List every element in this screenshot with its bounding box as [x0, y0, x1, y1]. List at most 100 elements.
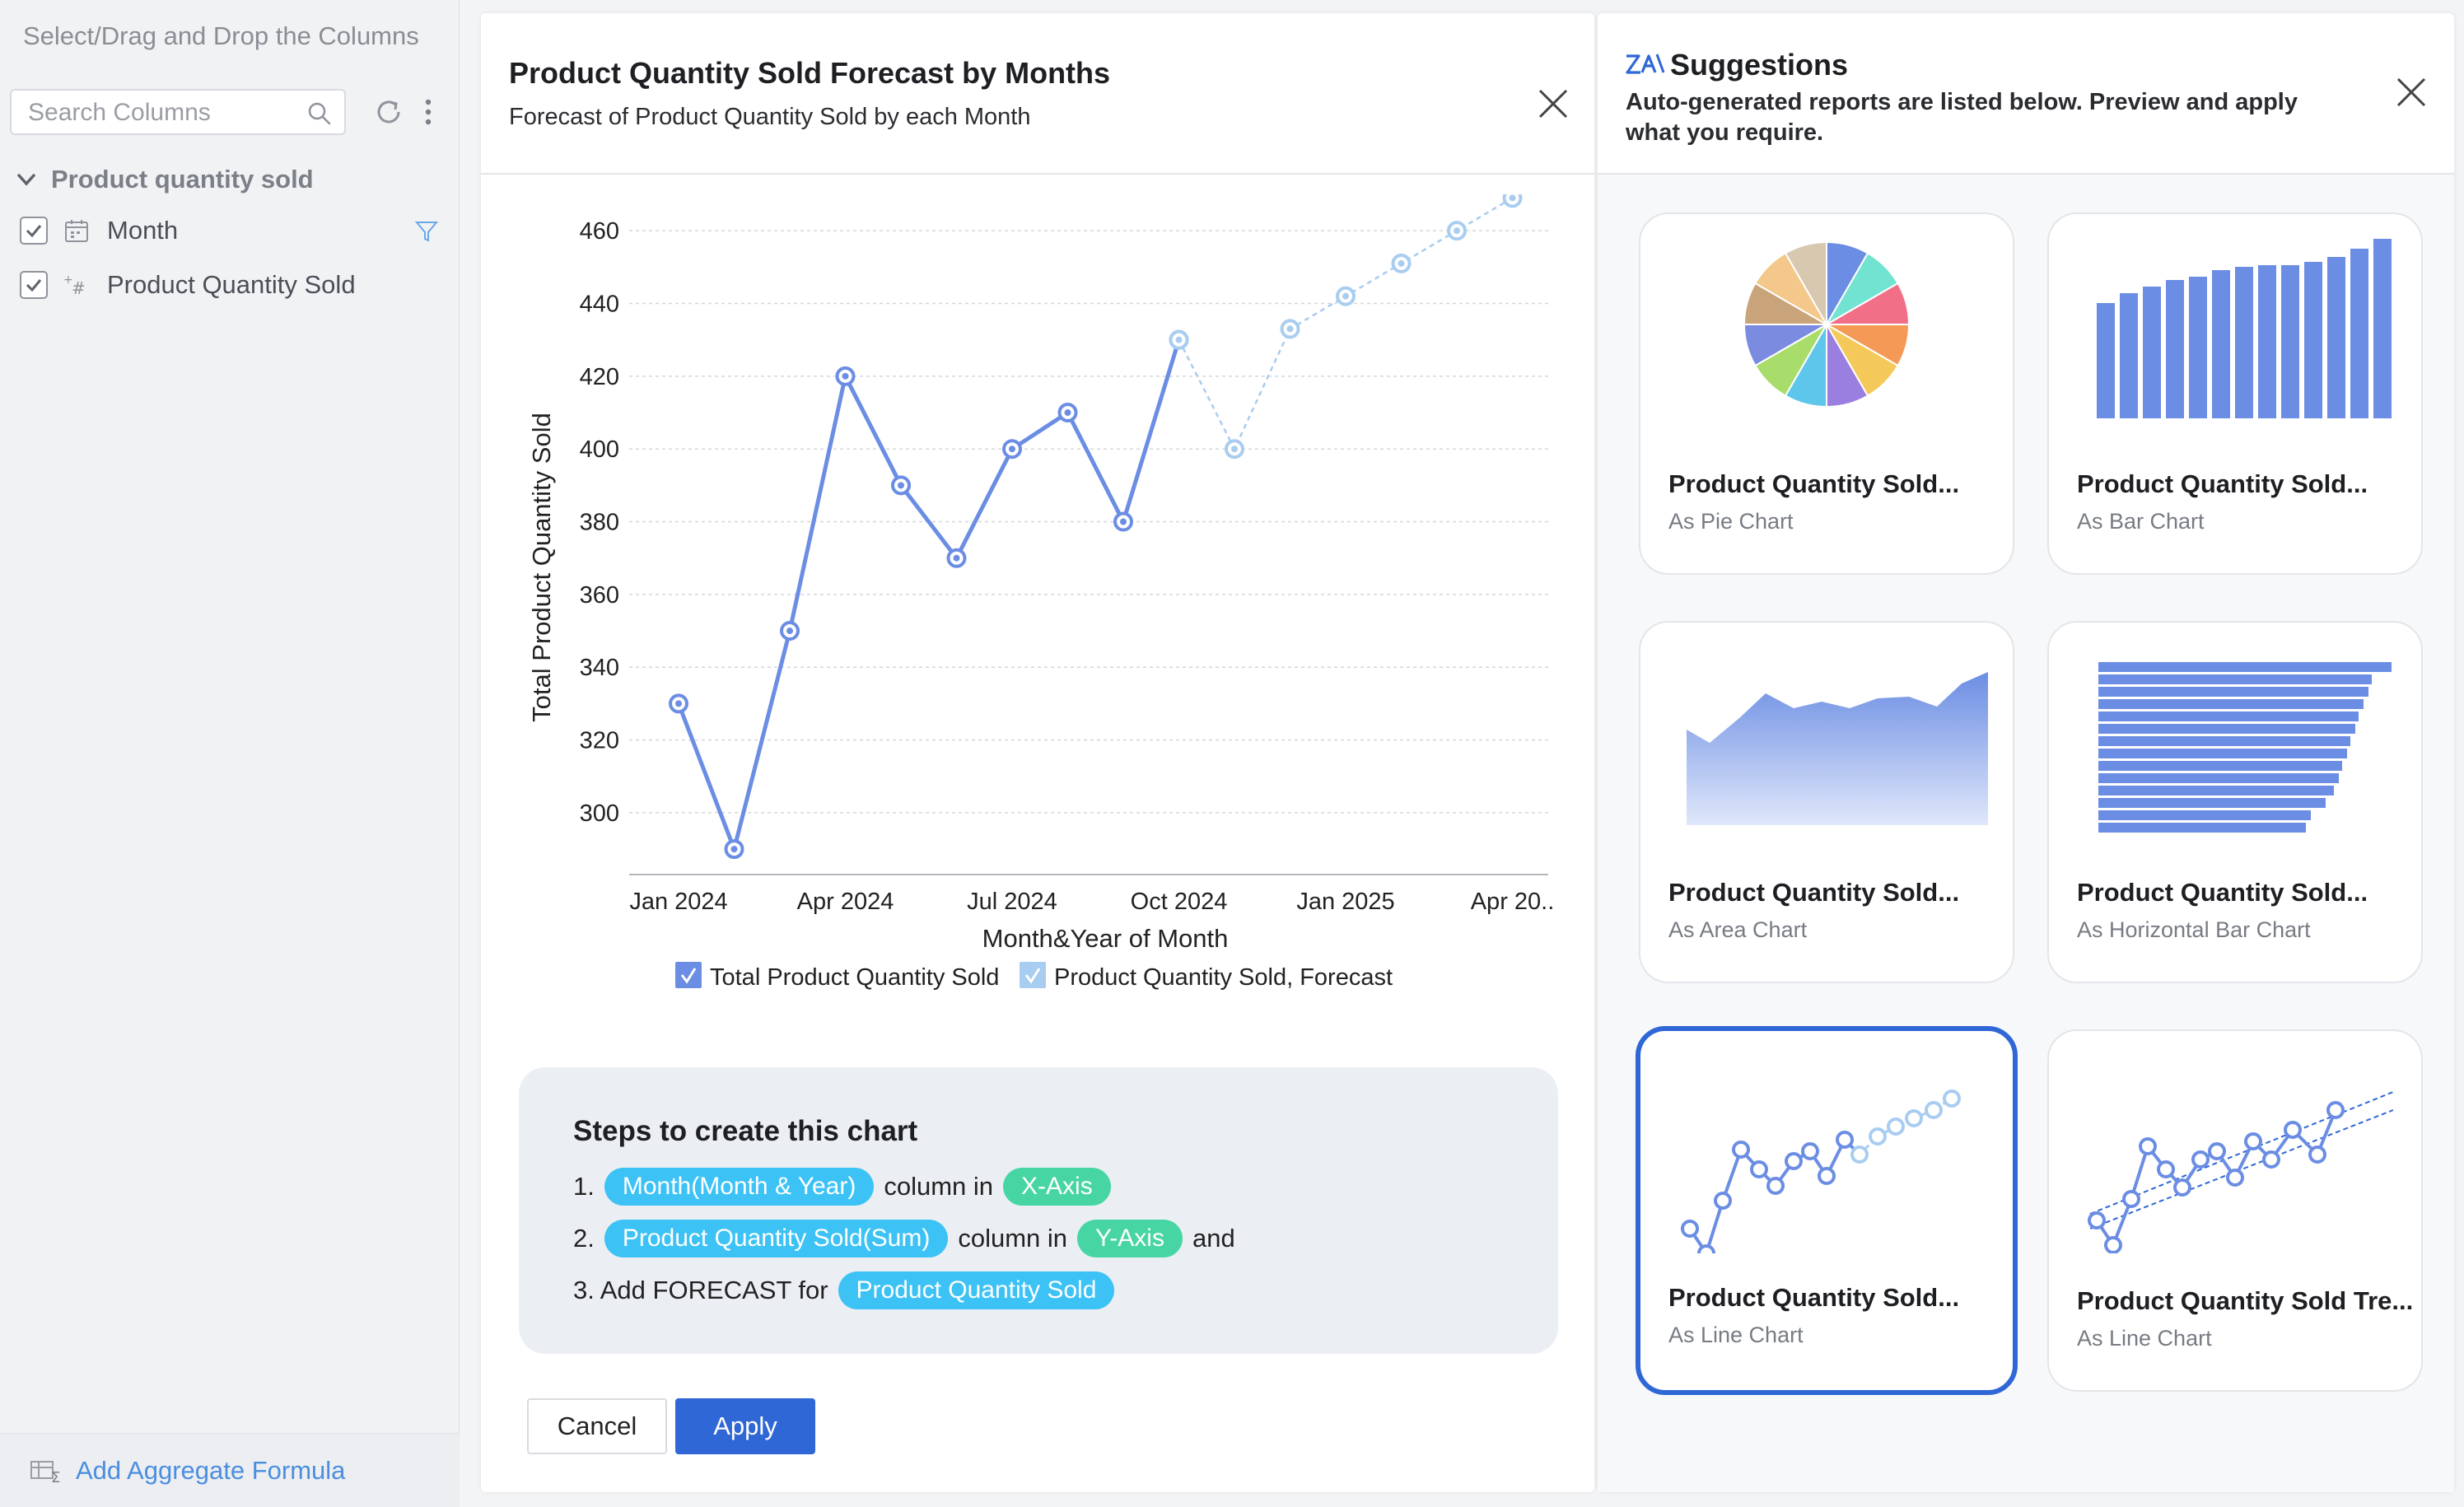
search-icon[interactable]: [306, 100, 333, 127]
data-point-dot: [1286, 325, 1294, 333]
suggestion-card-pie[interactable]: Product Quantity Sold... As Pie Chart: [1639, 212, 2014, 575]
card-subtitle: As Area Chart: [1668, 917, 1808, 942]
y-tick-label: 360: [580, 582, 619, 609]
bar: [2327, 257, 2345, 418]
step-number: 1.: [573, 1172, 595, 1201]
suggestion-cards: Product Quantity Sold... As Pie Chart Pr…: [1598, 175, 2454, 1492]
column-group[interactable]: Product quantity sold: [15, 165, 314, 194]
data-point-dot: [1009, 446, 1015, 453]
step-1: 1. Month(Month & Year) column in X-Axis: [573, 1168, 1121, 1206]
legend-label: Product Quantity Sold, Forecast: [1054, 964, 1393, 991]
y-axis-pill: Y-Axis: [1077, 1220, 1183, 1257]
bar: [2281, 265, 2299, 418]
cancel-button[interactable]: Cancel: [527, 1398, 667, 1454]
calendar-icon: [65, 220, 88, 242]
filter-icon[interactable]: [413, 217, 440, 244]
x-axis-pill: X-Axis: [1003, 1168, 1111, 1206]
y-tick-label: 460: [580, 218, 619, 245]
trend-line-thumbnail-icon: [2088, 1091, 2394, 1253]
column-label: Product Quantity Sold: [107, 270, 356, 299]
x-tick-label: Jan 2024: [629, 889, 727, 915]
column-item-product-quantity-sold[interactable]: + # Product Quantity Sold: [20, 270, 440, 300]
horizontal-bar: [2098, 761, 2342, 771]
suggestion-card-bar[interactable]: Product Quantity Sold... As Bar Chart: [2047, 212, 2423, 575]
search-box[interactable]: [10, 89, 346, 135]
data-point-dot: [1398, 259, 1405, 267]
step-2: 2. Product Quantity Sold(Sum) column in …: [573, 1220, 1235, 1257]
bar: [2304, 262, 2322, 418]
data-point-dot: [1231, 446, 1238, 453]
legend-swatch: [675, 962, 702, 988]
suggestions-description: Auto-generated reports are listed below.…: [1626, 89, 2298, 146]
x-axis-column-pill: Month(Month & Year): [604, 1168, 875, 1206]
data-point-dot: [898, 482, 904, 489]
bar: [2189, 277, 2207, 418]
x-axis-title: Month&Year of Month: [982, 924, 1229, 953]
suggestion-card-trend-line[interactable]: Product Quantity Sold Tre... As Line Cha…: [2047, 1029, 2423, 1392]
horizontal-bar: [2098, 786, 2334, 795]
suggestions-header: Suggestions Auto-generated reports are l…: [1598, 13, 2454, 175]
horizontal-bar: [2098, 687, 2368, 697]
more-options-icon[interactable]: [418, 96, 438, 128]
step-text: column in: [884, 1172, 994, 1201]
suggestion-card-line-forecast[interactable]: Product Quantity Sold... As Line Chart: [1636, 1026, 2018, 1395]
horizontal-bar: [2098, 699, 2364, 709]
search-input[interactable]: [28, 99, 300, 127]
column-checkbox[interactable]: [20, 217, 48, 245]
x-tick-label: Jan 2025: [1296, 889, 1394, 915]
close-icon[interactable]: [1533, 84, 1573, 124]
horizontal-bar: [2098, 823, 2306, 833]
card-subtitle: As Line Chart: [1668, 1323, 1804, 1347]
data-point-dot: [1509, 194, 1516, 202]
apply-button[interactable]: Apply: [675, 1398, 815, 1454]
bar: [2120, 293, 2138, 418]
data-point-dot: [730, 846, 738, 853]
card-subtitle: As Line Chart: [2077, 1326, 2212, 1351]
y-tick-label: 380: [580, 510, 619, 536]
refresh-icon[interactable]: [372, 96, 405, 128]
svg-text:#: #: [72, 278, 86, 298]
suggestions-title: Suggestions: [1670, 48, 1849, 82]
chevron-down-icon[interactable]: [15, 168, 38, 191]
bar: [2097, 303, 2115, 418]
horizontal-bar: [2098, 749, 2347, 758]
card-title: Product Quantity Sold...: [2077, 469, 2368, 498]
horizontal-bar: [2098, 810, 2311, 820]
step-3: 3. Add FORECAST for Product Quantity Sol…: [573, 1271, 1124, 1309]
y-axis-title: Total Product Quantity Sold: [527, 413, 556, 722]
chart-title: Product Quantity Sold Forecast by Months: [509, 56, 1111, 90]
card-subtitle: As Pie Chart: [1668, 509, 1794, 534]
card-subtitle: As Horizontal Bar Chart: [2077, 917, 2311, 942]
step-text: 3. Add FORECAST for: [573, 1276, 828, 1304]
bar: [2212, 270, 2230, 418]
x-tick-label: Oct 2024: [1131, 889, 1228, 915]
close-icon[interactable]: [2392, 72, 2431, 112]
column-checkbox[interactable]: [20, 271, 48, 299]
data-point-dot: [1454, 227, 1460, 235]
horizontal-bar: [2098, 798, 2326, 808]
bar: [2350, 249, 2368, 418]
x-tick-label: Apr 2024: [797, 889, 894, 915]
data-point-dot: [675, 700, 682, 707]
y-tick-label: 300: [580, 800, 619, 827]
column-item-month[interactable]: Month: [20, 216, 440, 245]
column-selector-panel: Select/Drag and Drop the Columns Product…: [0, 0, 460, 1507]
bar: [2235, 267, 2253, 418]
y-tick-label: 320: [580, 728, 619, 754]
bar-chart-thumbnail-icon: [2097, 239, 2392, 418]
add-formula-label[interactable]: Add Aggregate Formula: [76, 1455, 346, 1485]
add-aggregate-formula[interactable]: Σ Add Aggregate Formula: [0, 1433, 460, 1507]
card-title: Product Quantity Sold...: [1668, 1283, 1960, 1312]
panel-title: Select/Drag and Drop the Columns: [23, 21, 419, 50]
suggestion-card-area[interactable]: Product Quantity Sold... As Area Chart: [1639, 621, 2014, 983]
suggestion-card-horizontal-bar[interactable]: Product Quantity Sold... As Horizontal B…: [2047, 621, 2423, 983]
card-title: Product Quantity Sold...: [1668, 469, 1960, 498]
horizontal-bar: [2098, 773, 2339, 783]
data-point-dot: [1120, 518, 1127, 525]
chart-preview-panel: Product Quantity Sold Forecast by Months…: [481, 13, 1594, 1492]
horizontal-bar: [2098, 712, 2359, 721]
bar: [2166, 280, 2184, 418]
legend-label: Total Product Quantity Sold: [710, 964, 999, 991]
horizontal-bar: [2098, 724, 2355, 734]
data-point-dot: [842, 372, 849, 380]
